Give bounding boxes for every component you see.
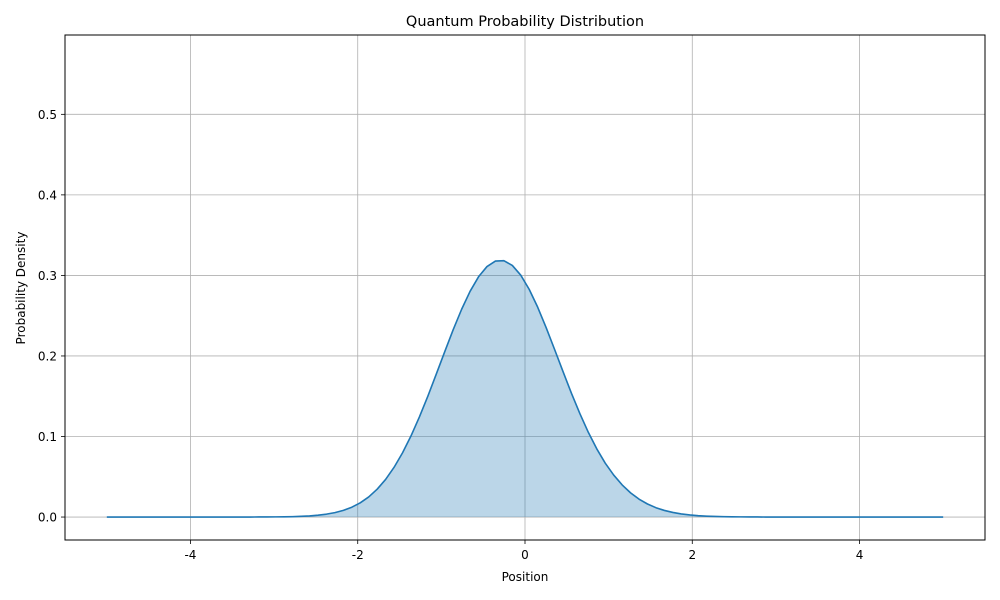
y-tick-label: 0.1	[38, 430, 57, 444]
x-tick-label: 0	[521, 548, 529, 562]
y-tick-label: 0.2	[38, 349, 57, 363]
x-tick-label: -2	[352, 548, 364, 562]
y-tick-label: 0.3	[38, 269, 57, 283]
x-tick-label: -4	[184, 548, 196, 562]
x-tick-label: 4	[856, 548, 864, 562]
x-axis-ticks: -4 -2 0 2 4	[184, 540, 863, 562]
chart-title: Quantum Probability Distribution	[406, 14, 644, 30]
y-axis-label: Probability Density	[14, 232, 28, 345]
x-tick-label: 2	[688, 548, 696, 562]
series-line	[106, 259, 944, 518]
area-fill	[106, 260, 944, 518]
y-tick-label: 0.5	[38, 108, 57, 122]
y-tick-label: 0.4	[38, 188, 57, 202]
grid	[65, 35, 985, 540]
y-tick-label: 0.0	[38, 511, 57, 525]
series-area	[106, 259, 944, 518]
y-axis-ticks: 0.0 0.1 0.2 0.3 0.4 0.5	[38, 108, 65, 525]
x-axis-label: Position	[502, 570, 549, 584]
